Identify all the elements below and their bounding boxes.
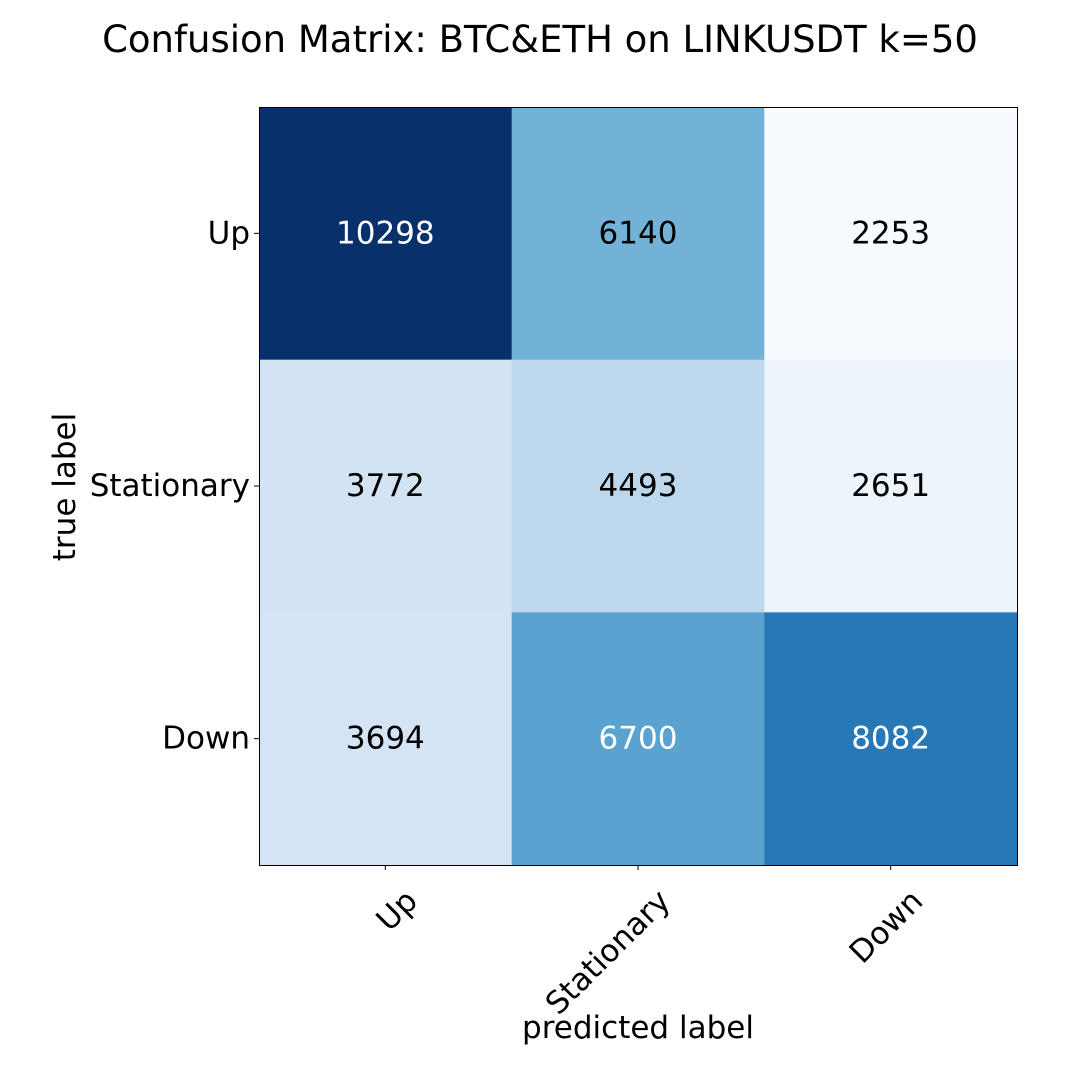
y-tick-label-2: Down: [162, 721, 250, 757]
cell-value-label-1-2: 2651: [851, 468, 930, 504]
heatmap-cell-0-2: [764, 107, 1018, 361]
y-tick-label-1: Stationary: [90, 468, 250, 504]
chart-title: Confusion Matrix: BTC&ETH on LINKUSDT k=…: [102, 18, 978, 61]
y-axis-ticks: Up Stationary Down: [90, 215, 259, 757]
cell-value-label-1-0: 3772: [346, 468, 425, 504]
heatmap-cell-1-0: [259, 359, 513, 613]
x-tick-label-2: Down: [843, 883, 931, 971]
cell-value-label-2-1: 6700: [599, 721, 678, 757]
cell-value-label-1-1: 4493: [599, 468, 678, 504]
x-tick-label-1: Stationary: [539, 883, 678, 1022]
x-tick-label-0: Up: [369, 883, 424, 938]
heatmap-cell-2-0: [259, 612, 513, 866]
heatmap-cell-0-1: [511, 107, 765, 361]
cell-value-label-2-2: 8082: [851, 721, 930, 757]
heatmap-cell-2-2: [764, 612, 1018, 866]
y-axis-label: true label: [47, 413, 83, 561]
heatmap-cell-1-1: [511, 359, 765, 613]
cell-value-label-2-0: 3694: [346, 721, 425, 757]
x-axis-ticks: Up Stationary Down: [369, 865, 930, 1022]
heatmap-cell-2-1: [511, 612, 765, 866]
y-tick-label-0: Up: [208, 215, 250, 251]
cell-value-label-0-2: 2253: [851, 215, 930, 251]
x-axis-label: predicted label: [522, 1010, 754, 1046]
cell-value-labels: 10298 6140 2253 3772 4493 2651 3694 6700 8082: [336, 215, 930, 756]
cell-value-label-0-0: 10298: [336, 215, 435, 251]
cell-value-label-0-1: 6140: [599, 215, 678, 251]
heatmap-cells: [259, 107, 1018, 866]
heatmap-cell-1-2: [764, 359, 1018, 613]
heatmap-cell-0-0: [259, 107, 513, 361]
